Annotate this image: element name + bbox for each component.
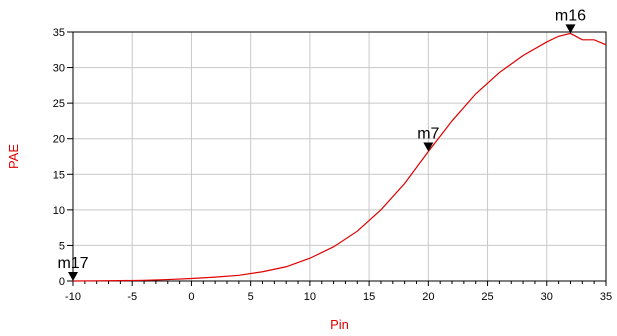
markers: m17 m7 m16 xyxy=(57,7,586,281)
y-tick-label: 30 xyxy=(53,63,65,75)
x-tick-label: 20 xyxy=(422,291,434,303)
marker-m7-triangle xyxy=(423,142,434,152)
y-tick-label: 5 xyxy=(59,240,65,252)
x-tick-label: -5 xyxy=(127,291,137,303)
y-tick-label: 0 xyxy=(59,276,65,288)
marker-m16-triangle xyxy=(565,24,576,34)
marker-m17-triangle xyxy=(68,272,78,281)
y-tick-label: 10 xyxy=(53,205,65,217)
x-tick-label: 10 xyxy=(304,291,316,303)
marker-m17-label: m17 xyxy=(57,255,88,272)
plot-frame xyxy=(72,31,607,282)
x-tick-label: -10 xyxy=(65,291,81,303)
y-tick-label: 35 xyxy=(53,27,65,39)
x-tick-label: 0 xyxy=(188,291,194,303)
x-tick-label: 5 xyxy=(248,291,254,303)
grid xyxy=(73,32,606,281)
y-tick-label: 20 xyxy=(53,134,65,146)
ticks: -10 -5 0 5 10 15 20 25 30 35 0 5 10 15 20 25 30 35 xyxy=(53,27,612,303)
y-tick-label: 25 xyxy=(53,98,65,110)
marker-m7-label: m7 xyxy=(417,126,439,143)
x-tick-label: 30 xyxy=(541,291,553,303)
x-tick-label: 35 xyxy=(600,291,612,303)
marker-m16-label: m16 xyxy=(555,7,586,24)
x-axis-label: Pin xyxy=(330,317,349,332)
y-axis-label: PAE xyxy=(6,144,21,169)
y-tick-label: 15 xyxy=(53,169,65,181)
pae-series-line xyxy=(72,32,607,282)
x-tick-label: 25 xyxy=(481,291,493,303)
x-tick-label: 15 xyxy=(363,291,375,303)
